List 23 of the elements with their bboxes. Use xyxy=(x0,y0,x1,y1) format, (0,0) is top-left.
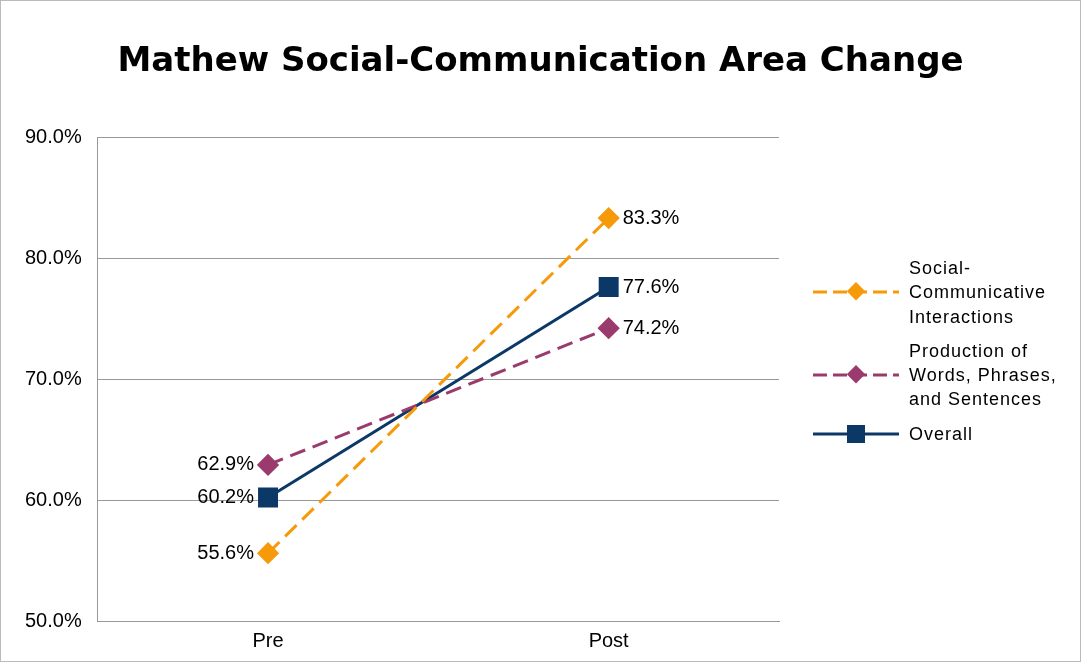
legend-label: Overall xyxy=(909,422,974,446)
legend-label: Production of Words, Phrases, and Sentences xyxy=(909,339,1058,412)
y-tick-label: 90.0% xyxy=(24,124,82,147)
x-tick-label: Post xyxy=(588,628,630,651)
point xyxy=(257,454,279,476)
data-label: 74.2% xyxy=(622,315,680,338)
point xyxy=(598,207,620,229)
chart-title: Mathew Social-Communication Area Change xyxy=(116,39,965,79)
data-label: 60.2% xyxy=(197,485,255,508)
point xyxy=(598,317,620,339)
legend-label: Social-Communicative Interactions xyxy=(909,257,1048,329)
y-tick-label: 80.0% xyxy=(24,245,82,268)
data-label: 77.6% xyxy=(622,274,680,297)
data-label: 62.9% xyxy=(197,452,255,475)
point xyxy=(598,277,619,298)
y-tick-label: 70.0% xyxy=(24,366,82,389)
data-label: 83.3% xyxy=(622,205,680,228)
x-tick-label: Pre xyxy=(252,628,284,651)
point xyxy=(258,487,279,508)
data-label: 55.6% xyxy=(197,540,255,563)
point xyxy=(257,542,279,564)
y-tick-label: 60.0% xyxy=(24,487,82,510)
y-tick-label: 50.0% xyxy=(24,608,82,631)
